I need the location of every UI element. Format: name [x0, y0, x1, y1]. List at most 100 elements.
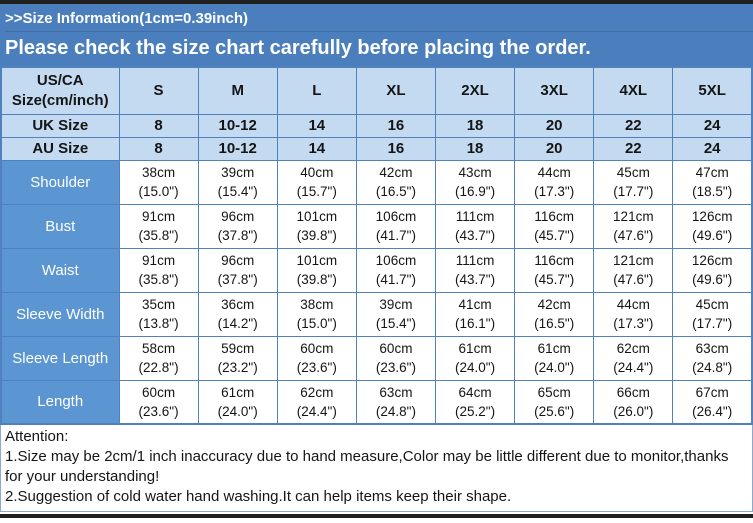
inch-value: (16.5") — [375, 184, 416, 199]
cm-value: 126cm — [691, 209, 733, 224]
measurement-cell: 62cm (24.4") — [276, 379, 357, 425]
size-header-row: US/CA Size(cm/inch) S M L XL 2XL 3XL 4XL… — [0, 66, 753, 115]
cm-value: 45cm — [695, 297, 729, 312]
attention-section: Attention: 1.Size may be 2cm/1 inch inac… — [0, 425, 753, 512]
cm-value: 111cm — [455, 253, 495, 268]
cm-value: 126cm — [691, 253, 733, 268]
measurement-cell: 42cm (16.5") — [355, 159, 437, 205]
size-chart-table: US/CA Size(cm/inch) S M L XL 2XL 3XL 4XL… — [0, 66, 753, 425]
inch-value: (24.4") — [296, 403, 337, 419]
inch-value: (15.4") — [217, 184, 258, 199]
banner: >>Size Information(1cm=0.39inch) Please … — [0, 4, 753, 66]
measurement-cell: 63cm (24.8") — [355, 379, 437, 425]
measurement-cell: 62cm (24.4") — [593, 335, 674, 381]
inch-value: (17.7") — [692, 316, 733, 331]
inch-value: (24.8") — [375, 403, 416, 419]
inch-value: (45.7") — [534, 228, 575, 243]
measurement-cell: 111cm (43.7") — [434, 247, 516, 293]
inch-value: (49.6") — [692, 272, 733, 287]
uk-size-value: 22 — [593, 113, 674, 138]
banner-title: >>Size Information(1cm=0.39inch) — [5, 6, 753, 32]
au-size-value: 16 — [355, 136, 437, 161]
measurement-cell: 40cm (15.7") — [276, 159, 357, 205]
au-size-label: AU Size — [0, 136, 120, 161]
measurement-cell: 60cm (23.6") — [276, 335, 357, 381]
inch-value: (15.0") — [296, 316, 337, 331]
uk-size-value: 16 — [355, 113, 437, 138]
measurement-cell: 106cm (41.7") — [355, 247, 437, 293]
inch-value: (24.8") — [692, 360, 733, 375]
cm-value: 39cm — [379, 297, 413, 312]
uk-size-value: 20 — [514, 113, 595, 138]
measurement-cell: 44cm (17.3") — [593, 291, 674, 337]
measurement-cell: 47cm (18.5") — [672, 159, 753, 205]
measurement-cell: 36cm (14.2") — [197, 291, 278, 337]
size-header-4xl: 4XL — [593, 66, 674, 115]
inch-value: (15.7") — [296, 184, 337, 199]
cm-value: 121cm — [613, 209, 654, 224]
inch-value: (39.8") — [296, 272, 337, 287]
au-size-row: AU Size 8 10-12 14 16 18 20 22 24 — [0, 136, 753, 161]
cm-value: 91cm — [142, 209, 176, 224]
size-header-m: M — [197, 66, 278, 115]
measurement-row-length: Length 60cm (23.6") 61cm (24.0") 62cm (24.4… — [0, 379, 753, 425]
cm-value: 42cm — [379, 165, 413, 180]
inch-value: (35.8") — [138, 272, 179, 287]
measurement-cell: 38cm (15.0") — [276, 291, 357, 337]
inch-value: (23.6") — [375, 360, 416, 375]
measurement-cell: 35cm (13.8") — [118, 291, 199, 337]
measurement-cell: 45cm (17.7") — [593, 159, 674, 205]
measurement-cell: 63cm (24.8") — [672, 335, 753, 381]
cm-value: 62cm — [300, 384, 334, 400]
cm-value: 41cm — [458, 297, 492, 312]
cm-value: 64cm — [458, 384, 492, 400]
cm-value: 43cm — [458, 165, 492, 180]
cm-value: 106cm — [375, 209, 417, 224]
measurement-label: Waist — [0, 247, 120, 293]
measurement-cell: 121cm (47.6") — [593, 247, 674, 293]
cm-value: 121cm — [613, 253, 654, 268]
cm-value: 96cm — [221, 209, 255, 224]
cm-value: 91cm — [142, 253, 176, 268]
au-size-value: 10-12 — [197, 136, 278, 161]
cm-value: 66cm — [616, 384, 650, 400]
inch-value: (26.0") — [613, 403, 654, 419]
measurement-cell: 101cm (39.8") — [276, 203, 357, 249]
measurement-cell: 60cm (23.6") — [118, 379, 199, 425]
attention-note-2: 2.Suggestion of cold water hand washing.… — [5, 488, 512, 505]
cm-value: 44cm — [616, 297, 650, 312]
measurement-cell: 91cm (35.8") — [118, 247, 199, 293]
inch-value: (37.8") — [217, 228, 258, 243]
measurement-cell: 61cm (24.0") — [514, 335, 595, 381]
measurement-cell: 67cm (26.4") — [672, 379, 753, 425]
cm-value: 101cm — [296, 209, 338, 224]
inch-value: (49.6") — [692, 228, 733, 243]
inch-value: (16.5") — [534, 316, 575, 331]
inch-value: (23.6") — [296, 360, 337, 375]
inch-value: (43.7") — [455, 272, 496, 287]
inch-value: (47.6") — [613, 272, 654, 287]
inch-value: (23.6") — [138, 403, 179, 419]
banner-subtitle: Please check the size chart carefully be… — [5, 37, 591, 59]
cm-value: 36cm — [221, 297, 255, 312]
inch-value: (17.3") — [534, 184, 575, 199]
inch-value: (24.4") — [613, 360, 654, 375]
cm-value: 61cm — [221, 384, 255, 400]
measurement-label: Length — [0, 379, 120, 425]
measurement-cell: 116cm (45.7") — [514, 203, 595, 249]
uk-size-value: 24 — [672, 113, 753, 138]
bottom-border — [0, 514, 753, 518]
measurement-cell: 96cm (37.8") — [197, 247, 278, 293]
measurement-row-shoulder: Shoulder 38cm (15.0") 39cm (15.4") 40cm (15… — [0, 159, 753, 205]
uk-size-label: UK Size — [0, 113, 120, 138]
inch-value: (17.7") — [613, 184, 654, 199]
uk-size-row: UK Size 8 10-12 14 16 18 20 22 24 — [0, 113, 753, 138]
measurement-cell: 126cm (49.6") — [672, 203, 753, 249]
measurement-cell: 126cm (49.6") — [672, 247, 753, 293]
inch-value: (23.2") — [217, 360, 258, 375]
inch-value: (15.4") — [375, 316, 416, 331]
size-header-l: L — [276, 66, 357, 115]
measurement-cell: 38cm (15.0") — [118, 159, 199, 205]
size-header-3xl: 3XL — [514, 66, 595, 115]
inch-value: (24.0") — [534, 360, 575, 375]
